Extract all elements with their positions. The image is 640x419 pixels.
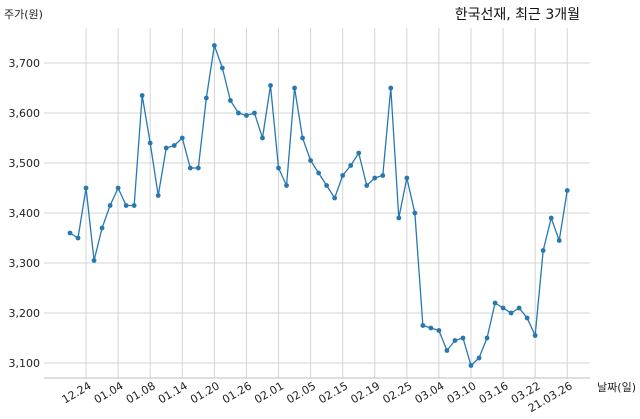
data-point [332,195,338,201]
data-point [564,188,570,193]
y-tick-label: 3,500 [9,157,41,170]
data-point [139,93,145,98]
data-point [219,65,225,71]
data-point [195,165,201,171]
data-point [91,258,97,263]
data-point [444,348,450,353]
data-point [412,210,418,216]
y-tick-label: 3,100 [9,357,41,370]
data-point [476,355,482,361]
data-point [244,113,249,118]
x-tick-labels: 12.2401.0401.0801.1401.2001.2602.0102.05… [60,379,575,415]
data-point [492,300,498,306]
data-point [163,145,169,151]
data-point [396,215,402,221]
x-tick-label: 02.05 [284,379,318,406]
data-point [276,165,281,171]
data-point [171,143,177,148]
data-point [340,173,346,178]
data-point [484,335,490,341]
y-tick-label: 3,300 [9,257,41,270]
x-tick-label: 01.08 [124,379,158,406]
x-tick-label: 03.04 [413,379,447,406]
data-point [548,215,554,221]
data-point [211,43,217,48]
data-point [436,328,442,333]
data-point [155,193,161,198]
y-axis-label: 주가(원) [4,8,43,21]
data-point [107,203,113,208]
data-point [115,185,121,191]
data-point [540,248,546,253]
data-point [284,183,289,188]
data-point [308,158,313,163]
data-point [203,95,209,101]
data-point [356,150,362,156]
data-point [252,110,257,116]
data-point [236,110,241,116]
data-point [388,85,394,91]
x-tick-label: 03.16 [477,379,511,406]
x-tick-label: 12.24 [60,379,94,406]
data-point [452,338,458,343]
data-point [292,85,297,91]
data-point [468,363,474,368]
data-point [364,183,370,188]
data-point [460,335,466,341]
data-point [316,170,322,176]
data-point [83,185,89,191]
x-tick-label: 02.01 [252,379,286,406]
data-point [300,135,305,141]
x-tick-label: 01.04 [92,379,126,406]
data-point [380,173,386,178]
y-tick-labels: 3,100 3,200 3,300 3,400 3,500 3,600 3,700 [9,57,41,370]
data-point [75,235,81,241]
data-point [179,135,185,141]
data-point [508,310,514,316]
data-point [420,323,426,328]
data-point [428,325,434,331]
x-tick-label: 03.10 [445,379,479,406]
data-point [372,175,378,181]
y-tick-label: 3,200 [9,307,41,320]
data-point [524,315,530,321]
x-tick-label: 02.15 [316,379,350,406]
y-tick-label: 3,400 [9,207,41,220]
grid-lines [44,28,590,378]
data-point [260,135,265,141]
x-tick-label: 01.14 [156,379,190,406]
x-tick-label: 01.20 [188,379,222,406]
price-series-line [69,45,568,367]
data-point [516,305,522,311]
chart-title: 한국선재, 최근 3개월 [454,7,580,23]
x-tick-label: 02.19 [348,379,382,406]
y-tick-label: 3,600 [9,107,41,120]
data-point [532,333,538,338]
x-tick-label: 01.26 [220,379,254,406]
data-point [556,238,562,243]
data-point [147,140,153,146]
data-point [268,83,273,88]
y-tick-label: 3,700 [9,57,41,70]
x-axis-label: 날짜(일) [597,381,636,394]
data-point [500,305,506,311]
data-point [404,175,410,181]
x-tick-label: 02.25 [381,379,415,406]
data-points [67,43,570,368]
data-point [99,225,105,231]
data-point [348,163,354,168]
data-point [67,230,73,236]
data-point [123,203,129,208]
data-point [324,183,330,188]
data-point [187,165,193,171]
data-point [228,98,233,103]
data-point [131,203,137,208]
